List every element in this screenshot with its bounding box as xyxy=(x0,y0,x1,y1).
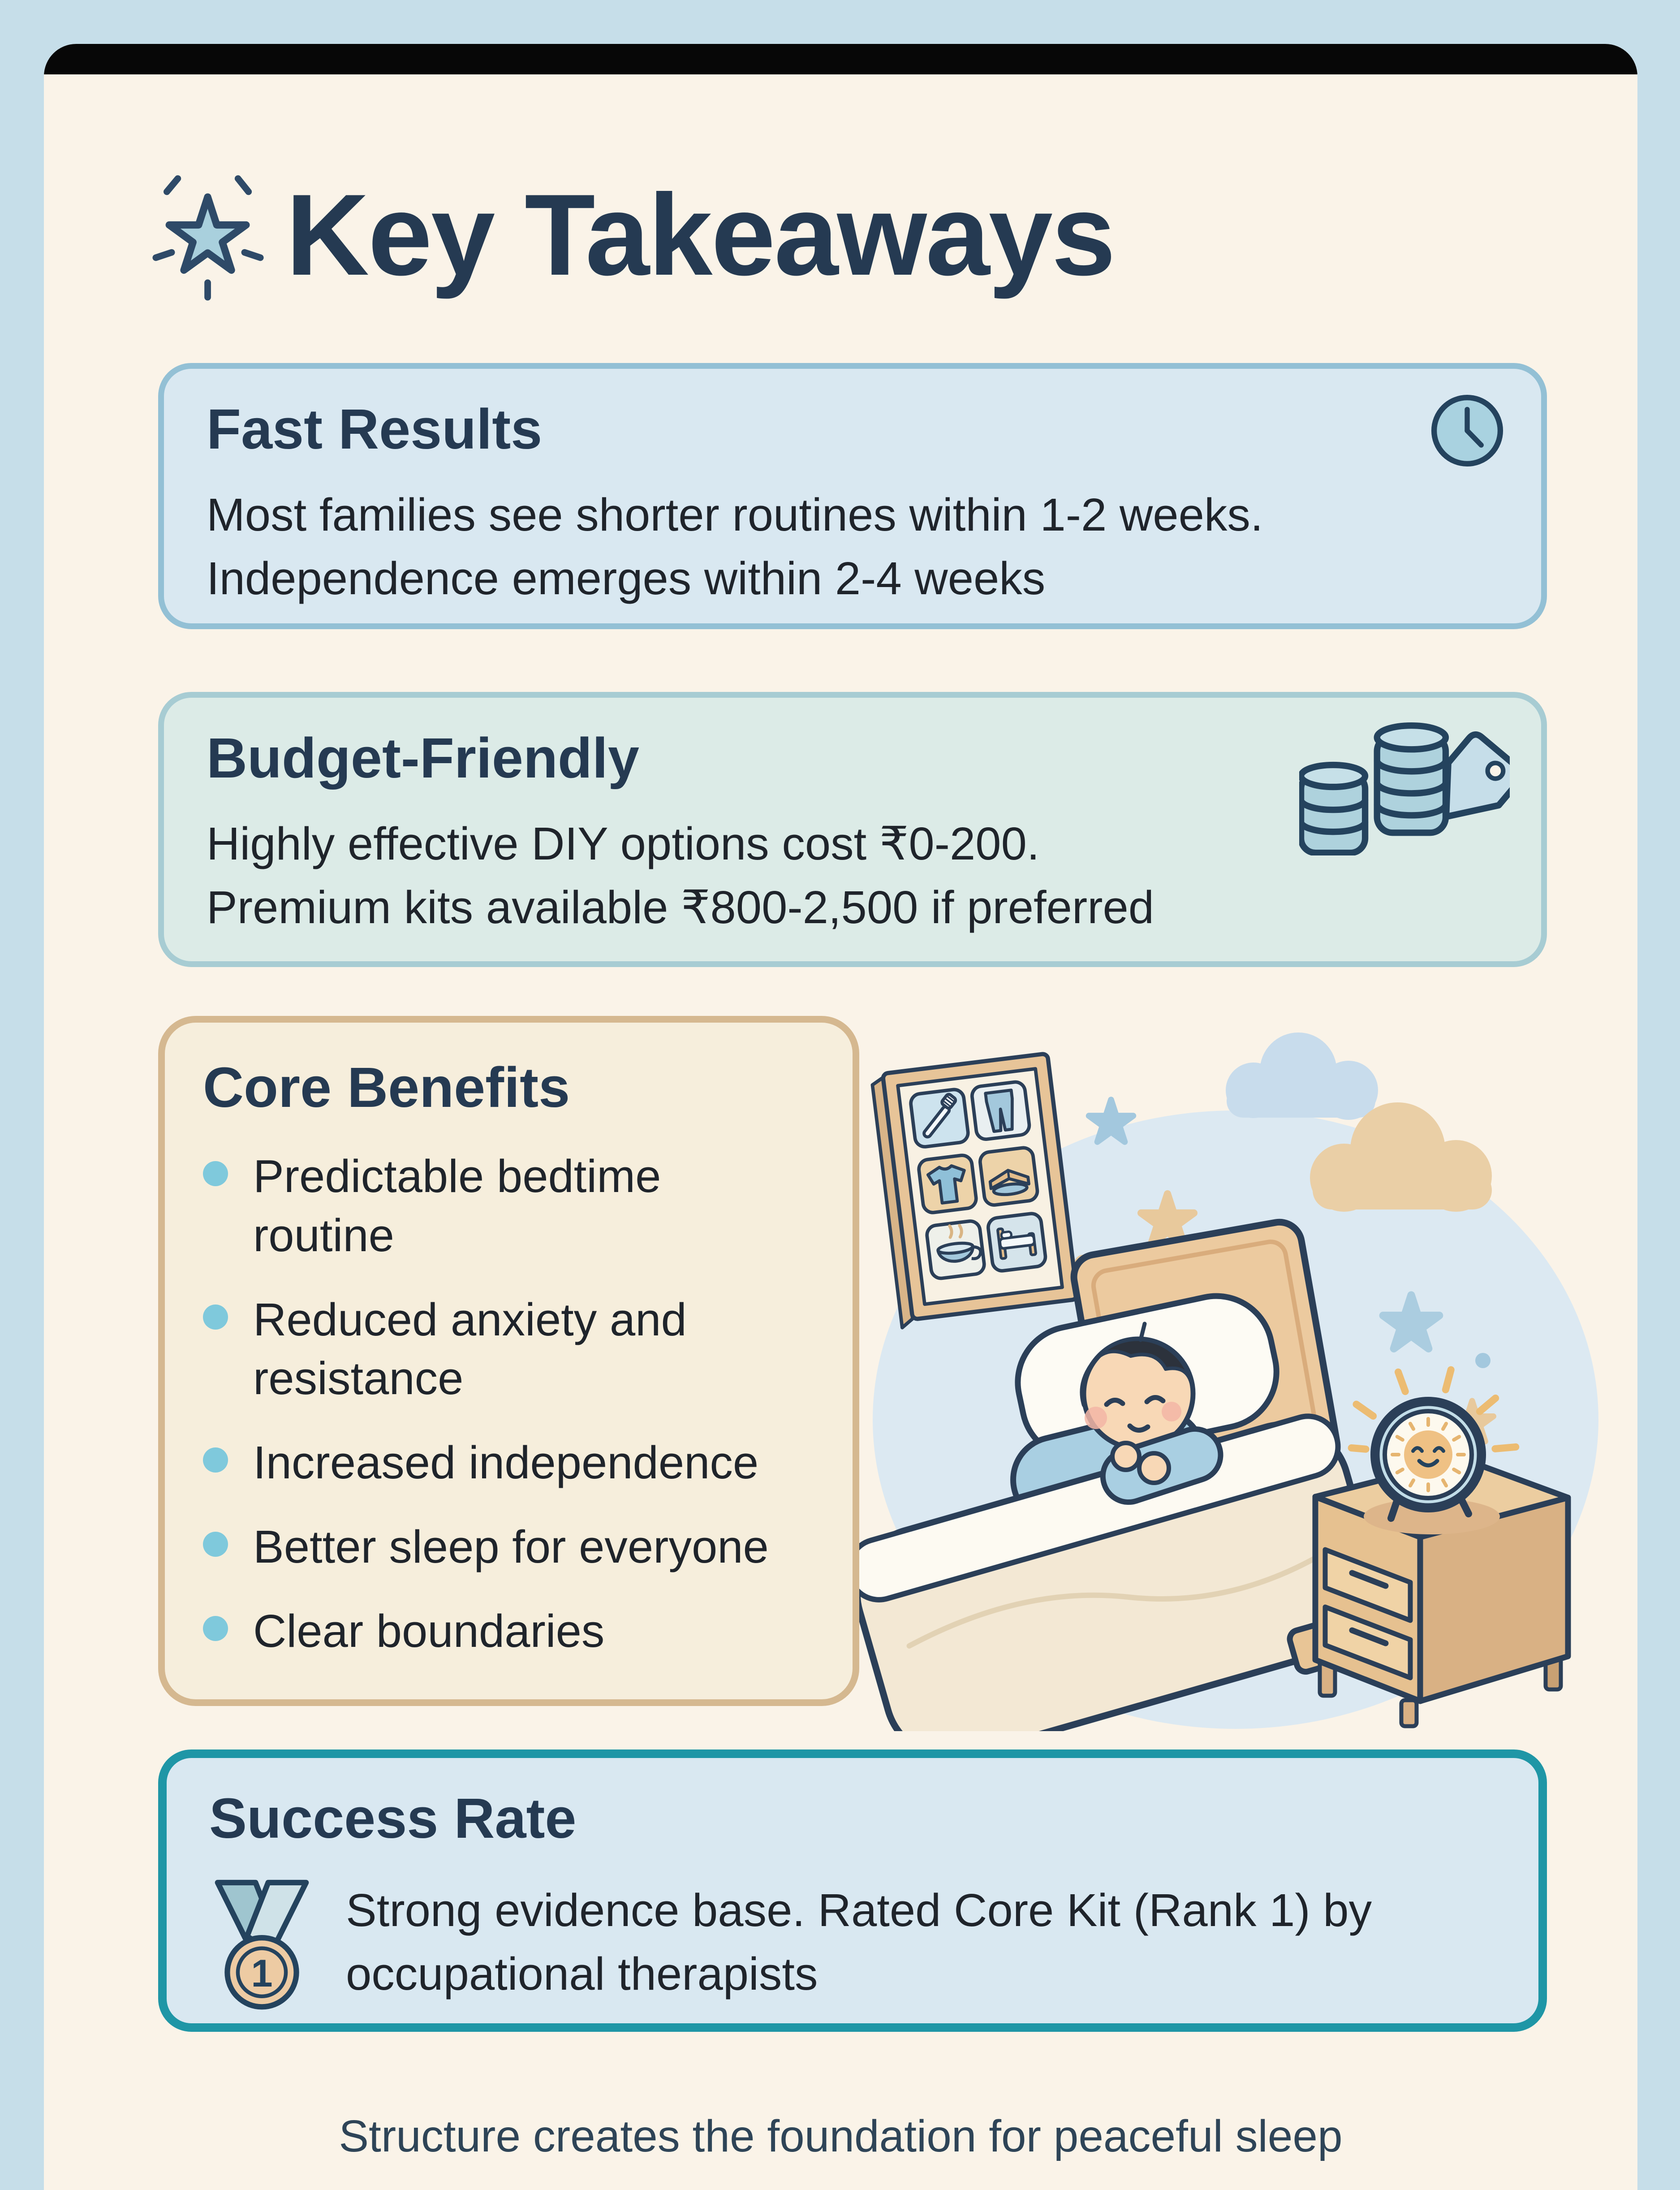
body-line: occupational therapists xyxy=(346,1948,818,2000)
price-tag-icon xyxy=(1443,731,1510,820)
dot-blue xyxy=(1475,1353,1490,1368)
bullet-dot-icon xyxy=(203,1161,228,1186)
benefit-text: Predictable bedtime routine xyxy=(253,1150,661,1261)
fast-results-body: Most families see shorter routines withi… xyxy=(207,483,1499,610)
sun-face xyxy=(1404,1430,1452,1479)
cloud-tan-icon xyxy=(1310,1102,1492,1212)
star-icon xyxy=(1379,1291,1443,1352)
benefit-item: Better sleep for everyone xyxy=(203,1517,814,1577)
footer-tagline: Structure creates the foundation for pea… xyxy=(339,2111,1343,2161)
medal-rank: 1 xyxy=(251,1952,272,1995)
benefit-item: Increased independence xyxy=(203,1433,814,1492)
smile xyxy=(1127,1423,1150,1433)
body-line: Premium kits available ₹800-2,500 if pre… xyxy=(207,881,1154,933)
budget-friendly-card: Budget-Friendly Highly effectiv xyxy=(158,692,1547,967)
body-line: Highly effective DIY options cost ₹0-200… xyxy=(207,818,1040,869)
core-benefits-card: Core Benefits Predictable bedtime routin… xyxy=(158,1016,859,1706)
fast-results-card: Fast Results Most families see shorter r… xyxy=(158,363,1547,629)
toothbrush-icon xyxy=(922,1093,957,1139)
hand xyxy=(1137,1451,1171,1485)
bedtime-illustration xyxy=(832,1030,1623,1731)
body-line: Independence emerges within 2-4 weeks xyxy=(207,553,1046,605)
success-rate-body: Strong evidence base. Rated Core Kit (Ra… xyxy=(346,1879,1372,2006)
budget-friendly-title: Budget-Friendly xyxy=(207,726,639,790)
benefit-text: Increased independence xyxy=(253,1437,759,1489)
bed-glyph-icon xyxy=(996,1227,1037,1260)
medal-icon: 1 xyxy=(215,1879,309,2010)
benefit-item: Clear boundaries xyxy=(203,1602,814,1661)
star-icon xyxy=(1086,1097,1137,1145)
fast-results-title: Fast Results xyxy=(207,397,543,461)
pants-icon xyxy=(984,1089,1014,1133)
page-title: Key Takeaways xyxy=(286,169,1116,299)
bullet-dot-icon xyxy=(203,1304,228,1330)
top-bar xyxy=(44,44,1637,74)
sun-clock-icon xyxy=(1348,1366,1520,1534)
cup-icon xyxy=(936,1224,982,1263)
core-benefits-title: Core Benefits xyxy=(203,1056,570,1119)
page-header: Key Takeaways xyxy=(151,165,1116,304)
bullet-dot-icon xyxy=(203,1616,228,1641)
routine-chart xyxy=(870,1052,1079,1330)
hair xyxy=(1080,1337,1193,1407)
hand xyxy=(1110,1441,1142,1472)
drawer xyxy=(1322,1547,1413,1623)
coin-stack-icon xyxy=(1299,722,1449,855)
budget-friendly-body: Highly effective DIY options cost ₹0-200… xyxy=(207,812,1499,939)
app-card: Key Takeaways Fast Results Most families… xyxy=(44,44,1637,2190)
benefit-item: Reduced anxiety and resistance xyxy=(203,1290,814,1408)
closed-eye xyxy=(1144,1395,1166,1404)
benefit-item: Predictable bedtime routine xyxy=(203,1147,814,1265)
benefit-text: Better sleep for everyone xyxy=(253,1521,769,1573)
benefit-text: Reduced anxiety and resistance xyxy=(253,1293,687,1404)
star-icon xyxy=(1137,1190,1198,1248)
benefit-text: Clear boundaries xyxy=(253,1605,605,1657)
drawer xyxy=(1322,1604,1413,1680)
book-icon xyxy=(988,1169,1030,1197)
money-icons xyxy=(1299,722,1510,855)
bullet-dot-icon xyxy=(203,1532,228,1557)
success-rate-card: Success Rate 1 Strong evidence base. Rat… xyxy=(158,1749,1547,2032)
body-line: Strong evidence base. Rated Core Kit (Ra… xyxy=(346,1884,1372,1936)
sun-rays xyxy=(1348,1366,1520,1453)
bullet-dot-icon xyxy=(203,1447,228,1473)
closed-eye xyxy=(1104,1398,1125,1407)
cloud-blue-icon xyxy=(1226,1032,1378,1120)
sparkle-star-icon xyxy=(152,175,264,301)
benefits-list: Predictable bedtime routine Reduced anxi… xyxy=(203,1147,814,1661)
tshirt-icon xyxy=(926,1164,966,1205)
bedtime-illustration-svg xyxy=(846,1032,1598,1731)
clock-icon xyxy=(1431,394,1503,467)
body-line: Most families see shorter routines withi… xyxy=(207,489,1263,540)
success-rate-title: Success Rate xyxy=(209,1787,577,1850)
